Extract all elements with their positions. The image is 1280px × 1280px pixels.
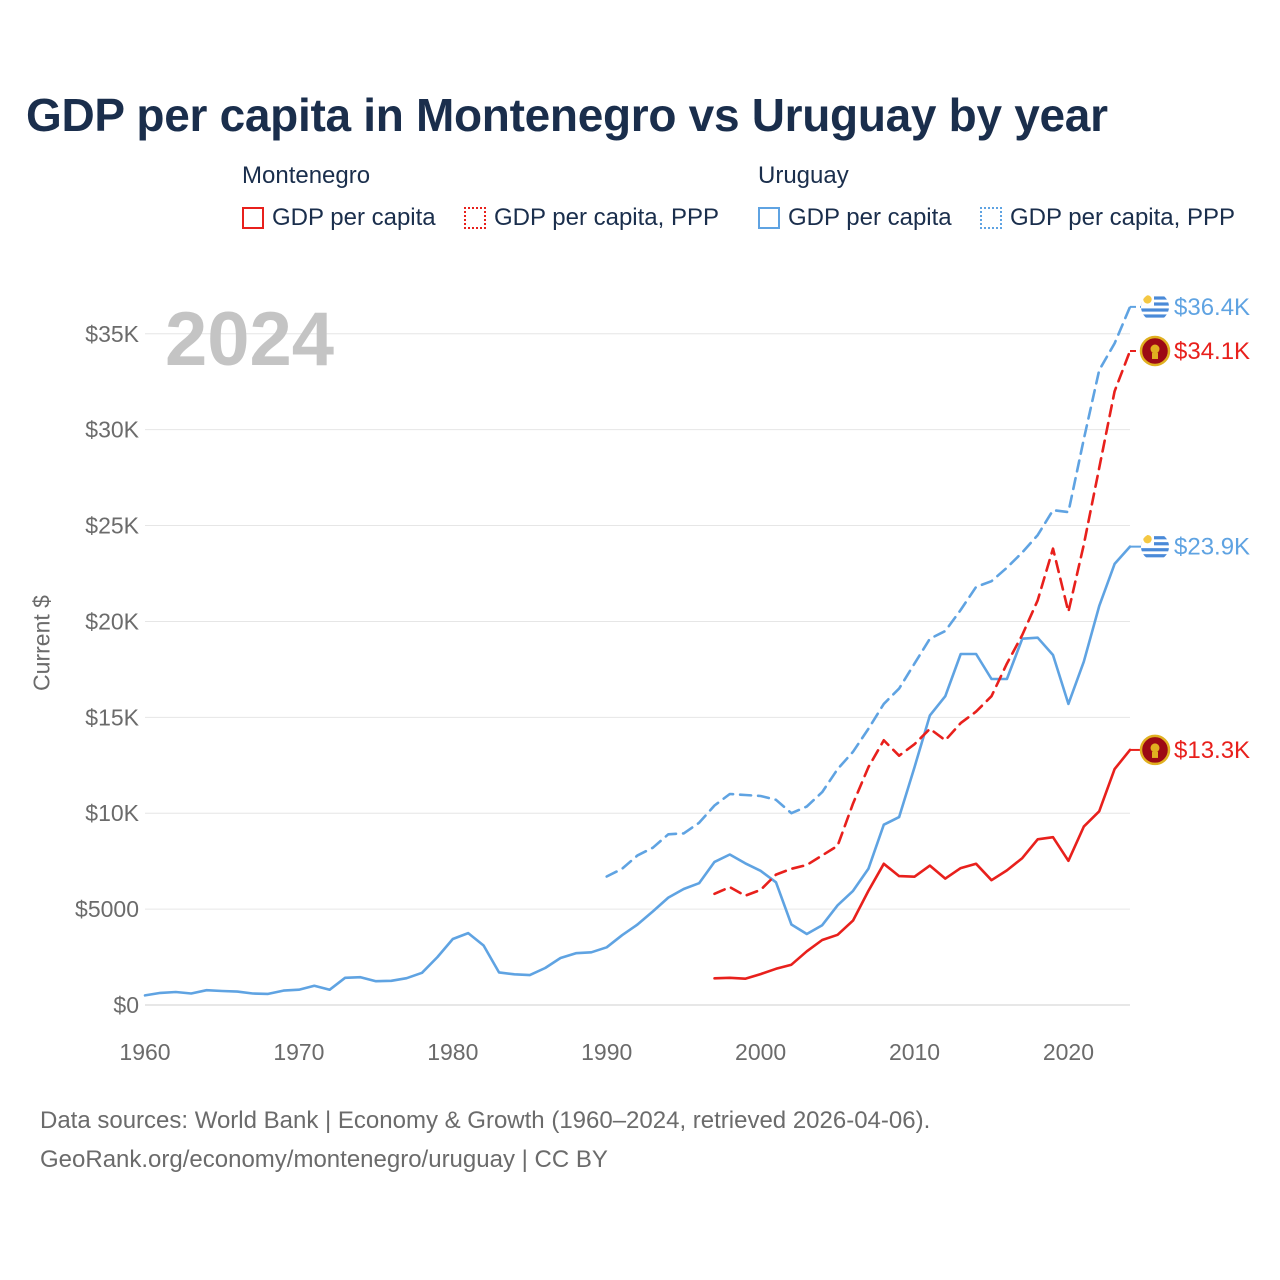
- flag-stripe: [1141, 554, 1169, 558]
- legend-swatch-solid-icon: [242, 207, 264, 229]
- montenegro-emblem-base-icon: [1152, 353, 1158, 360]
- y-tick-label: $5000: [75, 896, 139, 922]
- end-label-layer: $23.9K $36.4K $13.3K $34.1K: [1130, 292, 1250, 766]
- axis-layer: $0 $5000 $10K $15K $20K $25K $30K $35K 1960 1970 1…: [75, 321, 1094, 1065]
- source-line-1: Data sources: World Bank | Economy & Gro…: [40, 1107, 931, 1134]
- legend-swatch-dotted-icon: [464, 207, 486, 229]
- legend-montenegro-ppp[interactable]: GDP per capita, PPP: [464, 204, 719, 232]
- year-display: 2024: [165, 297, 335, 382]
- x-tick-label: 2010: [889, 1039, 940, 1065]
- legend-montenegro-gdp[interactable]: GDP per capita: [242, 204, 436, 232]
- y-tick-label: $25K: [85, 513, 139, 539]
- y-tick-label: $35K: [85, 321, 139, 347]
- x-tick-label: 1960: [119, 1039, 170, 1065]
- y-tick-label: $15K: [85, 704, 139, 730]
- legend-label: GDP per capita, PPP: [1010, 204, 1235, 231]
- uruguay-sun-icon: [1143, 295, 1152, 304]
- x-tick-label: 1990: [581, 1039, 632, 1065]
- series-line-uruguay-dashed: [605, 305, 1132, 878]
- legend-label: GDP per capita, PPP: [494, 204, 719, 231]
- x-tick-label: 2020: [1043, 1039, 1094, 1065]
- legend-label: GDP per capita: [272, 204, 436, 231]
- source-line-2: GeoRank.org/economy/montenegro/uruguay |…: [40, 1146, 608, 1173]
- flag-stripe: [1141, 296, 1169, 300]
- montenegro-emblem-base-icon: [1152, 751, 1158, 758]
- y-tick-label: $30K: [85, 417, 139, 443]
- uruguay-flag-icon: [1141, 292, 1169, 321]
- end-value-label: $34.1K: [1174, 338, 1250, 365]
- series-layer: [143, 305, 1132, 997]
- flag-stripe: [1141, 536, 1169, 540]
- legend-group-montenegro: Montenegro: [242, 162, 371, 189]
- chart-title: GDP per capita in Montenegro vs Uruguay …: [26, 89, 1108, 141]
- uruguay-flag-icon: [1141, 532, 1169, 561]
- flag-stripe: [1141, 542, 1169, 546]
- x-tick-label: 2000: [735, 1039, 786, 1065]
- y-tick-label: $20K: [85, 608, 139, 634]
- uruguay-sun-icon: [1143, 534, 1152, 544]
- x-tick-label: 1970: [273, 1039, 324, 1065]
- end-value-label: $13.3K: [1174, 737, 1250, 764]
- montenegro-emblem-icon: [1150, 344, 1160, 354]
- series-line-montenegro-dashed: [713, 349, 1132, 898]
- legend-swatch-dotted-icon: [980, 207, 1002, 229]
- flag-stripe: [1141, 314, 1169, 318]
- flag-stripe: [1141, 308, 1169, 312]
- grid-layer: [145, 333, 1130, 1006]
- y-tick-label: $0: [113, 992, 139, 1018]
- legend-label: GDP per capita: [788, 204, 952, 231]
- end-value-label: $36.4K: [1174, 294, 1250, 321]
- legend-group-uruguay: Uruguay: [758, 162, 849, 189]
- series-line-montenegro-solid: [713, 748, 1132, 981]
- x-tick-label: 1980: [427, 1039, 478, 1065]
- legend-uruguay-ppp[interactable]: GDP per capita, PPP: [980, 204, 1235, 232]
- montenegro-emblem-icon: [1150, 743, 1160, 753]
- legend-uruguay-gdp[interactable]: GDP per capita: [758, 204, 952, 232]
- series-line-uruguay-solid: [143, 545, 1132, 997]
- y-axis-label: Current $: [28, 595, 55, 691]
- legend-swatch-solid-icon: [758, 207, 780, 229]
- y-tick-label: $10K: [85, 800, 139, 826]
- end-value-label: $23.9K: [1174, 534, 1250, 561]
- flag-stripe: [1141, 302, 1169, 306]
- flag-stripe: [1141, 548, 1169, 552]
